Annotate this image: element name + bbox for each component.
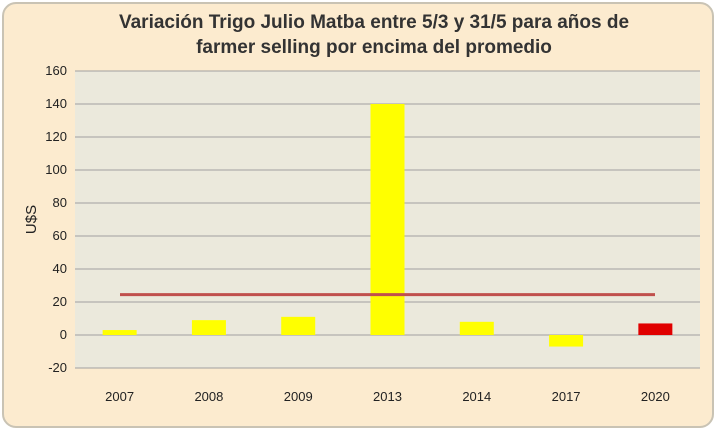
- x-tick-label: 2008: [194, 389, 223, 404]
- y-tick-label: 40: [53, 261, 67, 276]
- y-tick-label: 80: [53, 195, 67, 210]
- chart-title: Variación Trigo Julio Matba entre 5/3 y …: [118, 12, 630, 58]
- y-tick-label: 120: [45, 129, 67, 144]
- x-tick-label: 2009: [284, 389, 313, 404]
- bar-2017: [549, 335, 584, 347]
- bars: [102, 104, 673, 347]
- x-tick-label: 2013: [373, 389, 402, 404]
- y-tick-label: 140: [45, 96, 67, 111]
- x-tick-label: 2020: [641, 389, 670, 404]
- bar-2008: [191, 320, 226, 335]
- y-tick-label: 20: [53, 294, 67, 309]
- bar-2007: [102, 330, 137, 335]
- y-axis-label: U$S: [23, 205, 40, 234]
- x-tick-label: 2017: [552, 389, 581, 404]
- y-tick-label: 60: [53, 228, 67, 243]
- y-tick-label: -20: [48, 360, 67, 375]
- y-axis-ticks: 160 140 120 100 80 60 40 20 0 -20: [45, 63, 67, 375]
- bar-2014: [459, 321, 494, 335]
- bar-2013: [370, 104, 405, 335]
- bar-2009: [281, 316, 316, 335]
- x-tick-label: 2007: [105, 389, 134, 404]
- y-tick-label: 0: [60, 327, 67, 342]
- bar-2020: [638, 323, 673, 335]
- y-tick-label: 100: [45, 162, 67, 177]
- x-tick-label: 2014: [462, 389, 491, 404]
- x-axis-ticks: 2007 2008 2009 2013 2014 2017 2020: [105, 389, 670, 404]
- y-tick-label: 160: [45, 63, 67, 78]
